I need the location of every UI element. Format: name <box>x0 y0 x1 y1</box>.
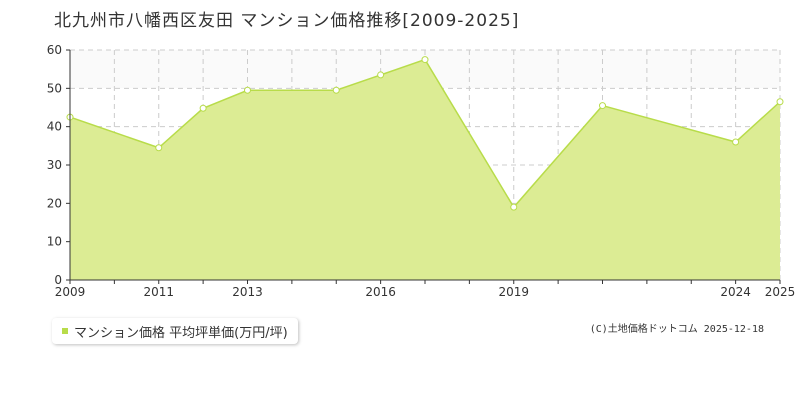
data-point <box>732 138 740 146</box>
data-point <box>377 71 385 79</box>
data-point <box>155 144 163 152</box>
y-tick-label: 40 <box>47 120 62 134</box>
x-tick-label: 2016 <box>365 285 396 299</box>
data-point <box>332 86 340 94</box>
chart-title: 北九州市八幡西区友田 マンション価格推移[2009-2025] <box>54 11 520 31</box>
copyright-text: (C)土地価格ドットコム 2025-12-18 <box>589 324 764 335</box>
data-point <box>421 56 429 64</box>
x-tick-label: 2019 <box>498 285 529 299</box>
legend: マンション価格 平均坪単価(万円/坪) <box>52 318 298 344</box>
legend-label: マンション価格 平均坪単価(万円/坪) <box>74 325 288 341</box>
data-point <box>776 98 784 106</box>
x-tick-label: 2024 <box>720 285 751 299</box>
legend-swatch <box>62 328 68 334</box>
y-tick-label: 50 <box>47 81 62 95</box>
y-tick-label: 60 <box>47 43 62 57</box>
x-tick-label: 2009 <box>55 285 86 299</box>
data-point <box>510 203 518 211</box>
y-tick-label: 0 <box>54 273 62 287</box>
x-tick-label: 2013 <box>232 285 263 299</box>
y-tick-label: 10 <box>47 235 62 249</box>
y-axis-ticks: 0 10 20 30 40 50 60 <box>47 43 70 287</box>
x-tick-label: 2025 <box>765 285 796 299</box>
area-fill <box>70 59 780 280</box>
data-point <box>599 102 606 110</box>
x-tick-label: 2011 <box>143 285 174 299</box>
y-tick-label: 30 <box>47 158 62 172</box>
x-axis-ticks: 2009 2011 2013 2016 2019 2024 2025 <box>55 280 796 299</box>
y-tick-label: 20 <box>47 196 62 210</box>
data-point <box>199 104 207 112</box>
data-points <box>66 56 784 211</box>
data-point <box>244 86 251 94</box>
